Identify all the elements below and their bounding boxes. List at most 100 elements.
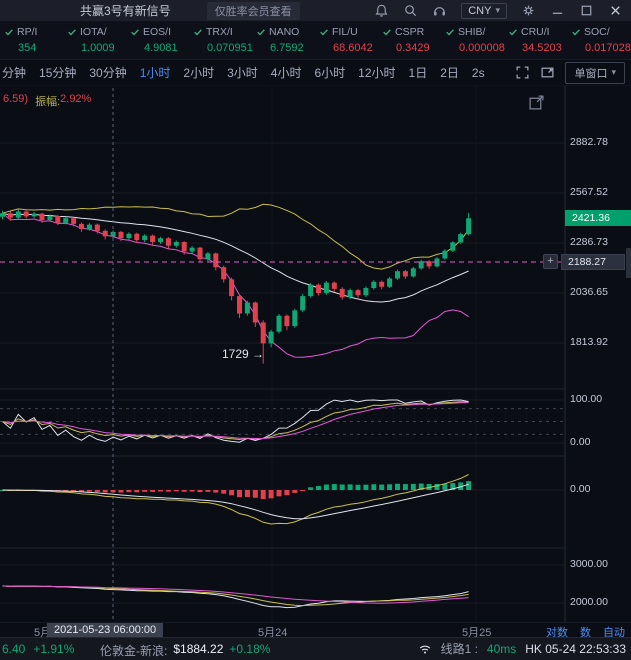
amplitude-label: 振幅: [35,96,61,108]
check-icon [446,29,454,36]
candles-layer [0,209,472,364]
check-icon [194,29,202,36]
ticker-value: 354 [18,42,37,54]
ticker-name: CSPR [395,26,425,38]
ticker-value: 68.6042 [333,42,373,54]
timeframe-6小时[interactable]: 6小时 [314,66,346,80]
timeframe-1小时[interactable]: 1小时 [139,66,171,80]
titlebar: 共赢3号有新信号 仅胜率会员查看 CNY [0,0,631,22]
ticker-RP-I[interactable]: RP/I 354 [0,22,63,59]
gold-quote: 伦敦金-新浪: $1884.22 +0.18% [100,642,270,659]
date-label-5月25: 5月25 [462,627,492,639]
minimize-button[interactable] [550,3,565,18]
search-icon[interactable] [403,3,418,18]
gold-label: 伦敦金-新浪: [100,644,168,658]
chart-canvas[interactable]: 1729 → [0,86,631,622]
timeframe-2小时[interactable]: 2小时 [183,66,215,80]
ticker-SHIB-[interactable]: SHIB/0.000008 [441,22,505,59]
check-icon [320,29,328,36]
currency-value: CNY [468,4,492,17]
add-alert-button[interactable]: + [543,253,558,269]
check-icon [5,29,13,36]
fullscreen-icon[interactable] [515,65,530,80]
ticker-value: 0.070951 [207,42,253,54]
ticker-strip: RP/I 354 IOTA/1.0009 EOS/I 4.9081 TRX/I 0.0709… [0,22,631,60]
timeframe-3小时[interactable]: 3小时 [227,66,258,80]
crosshair-time-tooltip: 2021-05-23 06:00:00 [47,623,164,638]
axis-option-对数[interactable]: 对数 [546,627,568,639]
ticker-name: TRX/I [206,26,233,38]
timeframe-分钟[interactable]: 分钟 [2,66,27,80]
status-price: 6.40 [2,642,26,656]
check-icon [572,29,580,36]
ticker-name: SOC/ [584,26,610,38]
check-icon [68,29,76,36]
ticker-value: 1.0009 [81,42,115,54]
connection-info: 线路1 : 40ms HK 05-24 22:53:33 [418,640,626,657]
chart-legend: 6.59) 振幅: 2.92% [3,93,91,109]
status-change: +1.91% [33,642,75,656]
date-label-5月24: 5月24 [258,627,288,639]
last-price-badge[interactable]: 2421.36 [565,210,631,227]
amplitude-value: 2.92% [60,93,92,105]
ticker-IOTA-[interactable]: IOTA/1.0009 [63,22,126,59]
timeframe-2日[interactable]: 2日 [440,66,459,80]
close-button[interactable] [608,3,623,18]
timeframe-1日[interactable]: 1日 [408,66,428,80]
float-window-icon[interactable] [540,65,555,80]
support-headset-icon[interactable] [432,3,447,18]
status-ticker: 6.40 +1.91% [2,642,74,656]
check-icon [131,29,139,36]
ticker-TRX-I[interactable]: TRX/I 0.070951 [189,22,253,59]
axis-options: 对数数自动 [546,624,625,640]
ticker-value: 0.000008 [459,42,505,54]
popout-icon[interactable] [528,94,545,111]
timeframe-4小时[interactable]: 4小时 [270,66,302,80]
timeframe-30分钟[interactable]: 30分钟 [89,66,127,80]
axis-option-自动[interactable]: 自动 [603,627,625,639]
month-label: 5月 [34,627,52,639]
oscillator-lines [2,399,469,443]
axis-option-数[interactable]: 数 [580,627,591,639]
currency-select[interactable]: CNY [461,2,507,19]
membership-note: 仅胜率会员查看 [206,1,300,20]
ticker-NANO[interactable]: NANO 6.7592 [252,22,315,59]
bollinger-bands [2,203,470,358]
axis-scrollbar-thumb[interactable] [626,247,631,278]
chart-area: 1729 → 6.59) 振幅: 2.92% 2882.78 2567.52 228… [0,86,631,622]
bell-icon[interactable] [374,3,389,18]
window-mode-select[interactable]: 单窗口 [565,61,625,84]
ticker-value: 34.5203 [522,42,562,54]
titlebar-icons: CNY [374,2,623,19]
ticker-value: 0.017028 [585,42,631,54]
ticker-name: EOS/I [143,26,172,38]
timeframe-right-tools: 单窗口 [515,61,625,84]
ticker-name: RP/I [17,26,38,38]
ticker-name: CRU/I [521,26,550,38]
ticker-CRU-I[interactable]: CRU/I 34.5203 [504,22,567,59]
maximize-button[interactable] [579,3,594,18]
latency-value: 40ms [486,641,517,656]
svg-text:1729 →: 1729 → [222,347,264,361]
ticker-SOC-[interactable]: SOC/0.017028 [567,22,631,59]
timeframe-items: 分钟 15分钟 30分钟 1小时 2小时 3小时 4小时 6小时 12小时 1日 2日 2s [0,64,485,81]
alert-price-badge[interactable]: 2188.27 [561,253,625,270]
clock: HK 05-24 22:53:33 [525,641,626,656]
timeframe-bar: 分钟 15分钟 30分钟 1小时 2小时 3小时 4小时 6小时 12小时 1日 2日 2s 单窗口 [0,60,631,86]
check-icon [257,29,265,36]
gridlines [0,86,566,622]
line-label[interactable]: 线路1 : [440,642,478,656]
settings-gear-icon[interactable] [521,3,536,18]
ticker-value: 6.7592 [270,42,304,54]
window-mode-value: 单窗口 [574,67,608,80]
ticker-CSPR[interactable]: CSPR 0.3429 [378,22,441,59]
macd-lines [2,474,469,525]
timeframe-12小时[interactable]: 12小时 [358,66,396,80]
timeframe-2s[interactable]: 2s [471,65,485,80]
ticker-FIL-U[interactable]: FIL/U 68.6042 [315,22,378,59]
status-bar: 6.40 +1.91% 伦敦金-新浪: $1884.22 +0.18% 线路1 … [0,637,631,660]
gold-value: $1884.22 [173,642,224,656]
ticker-value: 4.9081 [144,42,178,54]
timeframe-15分钟[interactable]: 15分钟 [39,66,77,80]
ticker-EOS-I[interactable]: EOS/I 4.9081 [126,22,189,59]
